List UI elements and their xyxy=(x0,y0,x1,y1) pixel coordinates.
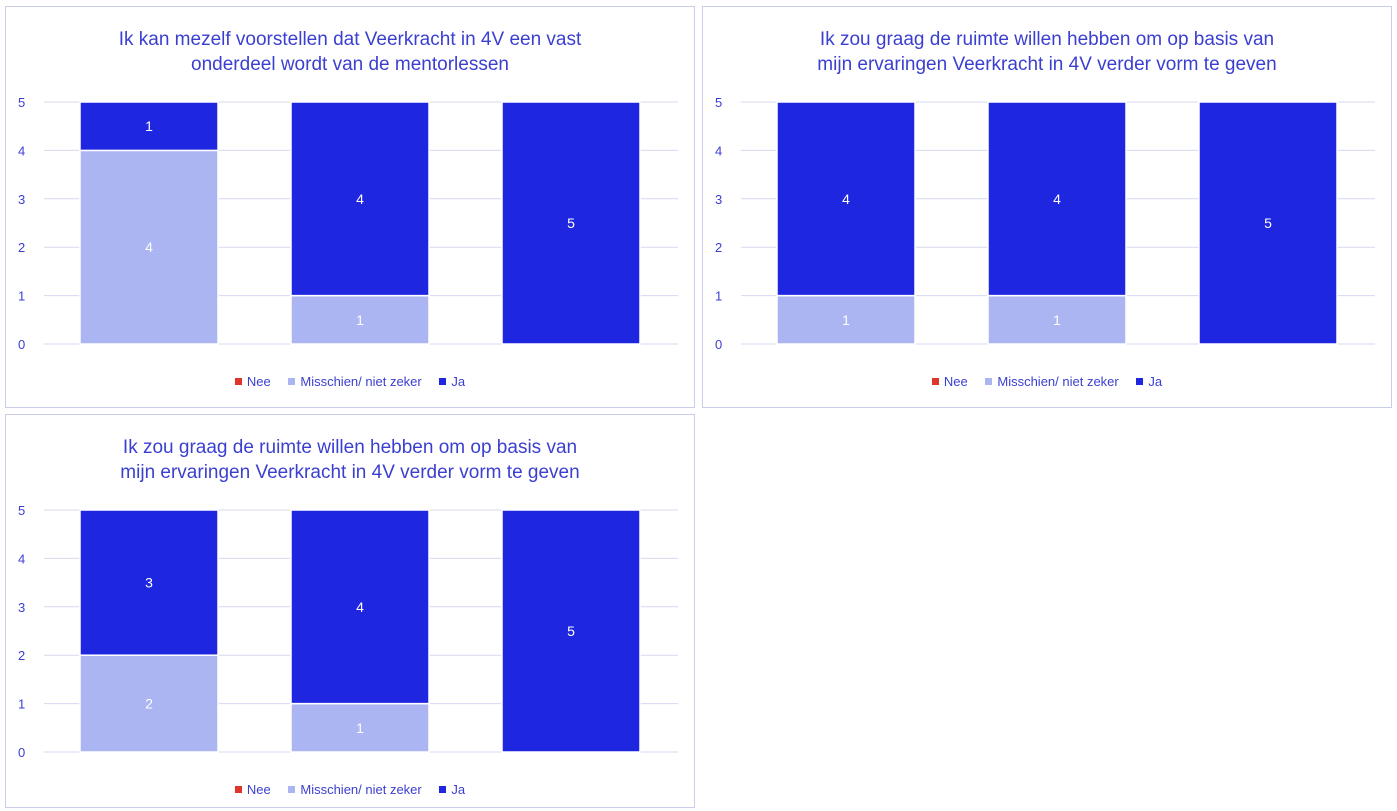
y-tick-label: 5 xyxy=(18,95,25,110)
legend-item-ja: Ja xyxy=(1136,374,1162,389)
y-tick-label: 5 xyxy=(18,503,25,518)
legend-swatch-ja xyxy=(1136,378,1144,385)
y-tick-label: 2 xyxy=(18,240,25,255)
legend-swatch-nee xyxy=(234,786,242,793)
y-tick-label: 4 xyxy=(18,143,25,158)
data-label: 5 xyxy=(567,215,575,231)
chart-title-line-2: mijn ervaringen Veerkracht in 4V verder … xyxy=(120,462,580,483)
data-label: 4 xyxy=(1053,191,1061,207)
y-tick-label: 0 xyxy=(18,745,25,760)
bar-segment xyxy=(987,101,1127,297)
y-tick-label: 4 xyxy=(18,551,25,566)
legend-label-nee: Nee xyxy=(246,782,271,797)
chart-legend: Nee Misschien/ niet zeker Ja xyxy=(6,781,694,797)
chart-title-line-2: mijn ervaringen Veerkracht in 4V verder … xyxy=(817,54,1277,75)
legend-item-nee: Nee xyxy=(234,782,271,797)
legend-label-ja: Ja xyxy=(451,374,466,389)
data-label: 4 xyxy=(842,191,850,207)
chart-panel-2: Ik zou graag de ruimte willen hebben om … xyxy=(702,6,1392,408)
bar-segment xyxy=(290,702,430,753)
data-label: 1 xyxy=(842,312,850,328)
legend-swatch-nee xyxy=(234,378,242,385)
y-tick-label: 3 xyxy=(18,192,25,207)
y-tick-label: 2 xyxy=(715,240,722,255)
chart-title: Ik zou graag de ruimte willen hebben om … xyxy=(703,27,1391,77)
y-tick-label: 5 xyxy=(715,95,722,110)
bar-segment xyxy=(501,101,641,345)
bar-segment xyxy=(79,101,219,152)
bar-segment xyxy=(290,101,430,297)
y-tick-label: 2 xyxy=(18,648,25,663)
y-tick-label: 1 xyxy=(18,289,25,304)
y-tick-label: 0 xyxy=(18,337,25,352)
legend-label-misschien: Misschien/ niet zeker xyxy=(997,374,1119,389)
bar-segment xyxy=(987,294,1127,345)
chart-title-line-1: Ik zou graag de ruimte willen hebben om … xyxy=(819,29,1275,50)
bar-segment xyxy=(776,294,916,345)
legend-label-nee: Nee xyxy=(246,374,271,389)
data-label: 3 xyxy=(145,575,153,591)
chart-plot: 0 1 2 3 4 5 4 1 1 4 5 xyxy=(18,95,678,352)
legend-swatch-misschien xyxy=(288,378,296,385)
chart-plot: 0 1 2 3 4 5 1 4 1 4 5 xyxy=(715,95,1375,352)
legend-swatch-nee xyxy=(931,378,939,385)
bar-segment xyxy=(1198,101,1338,345)
legend-item-nee: Nee xyxy=(931,374,968,389)
legend-label-ja: Ja xyxy=(1148,374,1163,389)
bar-segment xyxy=(79,509,219,656)
legend-swatch-ja xyxy=(439,378,447,385)
data-label: 5 xyxy=(1264,215,1272,231)
data-label: 1 xyxy=(1053,312,1061,328)
data-label: 4 xyxy=(356,599,364,615)
chart-legend: Nee Misschien/ niet zeker Ja xyxy=(6,373,694,389)
legend-item-misschien: Misschien/ niet zeker xyxy=(288,374,422,389)
chart-title-line-1: Ik kan mezelf voorstellen dat Veerkracht… xyxy=(118,29,582,50)
data-label: 2 xyxy=(145,696,153,712)
bar-segment xyxy=(501,509,641,753)
y-tick-label: 0 xyxy=(715,337,722,352)
chart-panel-3: Ik zou graag de ruimte willen hebben om … xyxy=(5,414,695,808)
bar-segment xyxy=(290,509,430,705)
legend-label-nee: Nee xyxy=(943,374,968,389)
legend-item-misschien: Misschien/ niet zeker xyxy=(288,782,422,797)
legend-label-misschien: Misschien/ niet zeker xyxy=(300,782,422,797)
data-label: 4 xyxy=(356,191,364,207)
legend-label-misschien: Misschien/ niet zeker xyxy=(300,374,422,389)
data-label: 4 xyxy=(145,239,153,255)
legend-item-nee: Nee xyxy=(234,374,271,389)
legend-item-misschien: Misschien/ niet zeker xyxy=(985,374,1119,389)
bar-segment xyxy=(79,654,219,753)
chart-title: Ik zou graag de ruimte willen hebben om … xyxy=(6,435,694,485)
legend-item-ja: Ja xyxy=(439,782,465,797)
y-tick-label: 1 xyxy=(715,289,722,304)
data-label: 1 xyxy=(356,720,364,736)
bar-segment xyxy=(79,149,219,345)
chart-plot: 0 1 2 3 4 5 2 3 1 4 5 xyxy=(18,503,678,760)
chart-title: Ik kan mezelf voorstellen dat Veerkracht… xyxy=(6,27,694,77)
chart-title-line-1: Ik zou graag de ruimte willen hebben om … xyxy=(122,437,578,458)
y-tick-label: 1 xyxy=(18,697,25,712)
legend-swatch-misschien xyxy=(288,786,296,793)
bar-segment xyxy=(776,101,916,297)
chart-title-line-2: onderdeel wordt van de mentorlessen xyxy=(191,54,509,75)
legend-item-ja: Ja xyxy=(439,374,465,389)
y-tick-label: 4 xyxy=(715,143,722,158)
data-label: 5 xyxy=(567,623,575,639)
y-tick-label: 3 xyxy=(18,600,25,615)
y-tick-label: 3 xyxy=(715,192,722,207)
legend-swatch-ja xyxy=(439,786,447,793)
chart-legend: Nee Misschien/ niet zeker Ja xyxy=(703,373,1391,389)
data-label: 1 xyxy=(356,312,364,328)
legend-label-ja: Ja xyxy=(451,782,466,797)
legend-swatch-misschien xyxy=(985,378,993,385)
data-label: 1 xyxy=(145,118,153,134)
chart-panel-1: Ik kan mezelf voorstellen dat Veerkracht… xyxy=(5,6,695,408)
